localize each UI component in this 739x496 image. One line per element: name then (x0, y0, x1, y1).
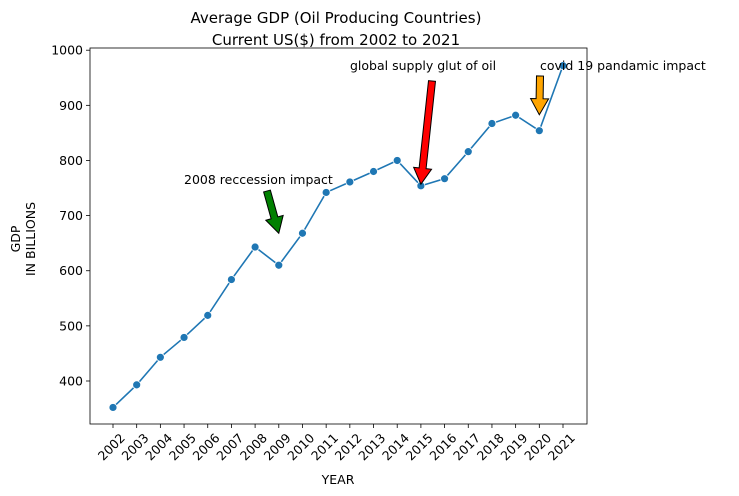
y-axis-label: GDP IN BILLIONS (8, 202, 38, 276)
y-axis-label-line2: IN BILLIONS (23, 202, 38, 276)
x-axis-label: YEAR (321, 472, 355, 487)
data-point (487, 119, 497, 128)
annotation-arrow (529, 75, 550, 116)
data-point (227, 275, 236, 284)
data-point (440, 174, 449, 184)
data-point (108, 403, 118, 412)
data-point (392, 156, 402, 165)
plot-frame (89, 47, 588, 425)
data-point (558, 61, 568, 71)
data-point (203, 310, 213, 320)
data-point (250, 242, 260, 252)
series-line (112, 65, 564, 409)
data-point (321, 188, 331, 197)
y-tick-label: 700 (59, 208, 83, 223)
data-point (345, 177, 355, 187)
data-point (463, 147, 473, 157)
x-tick-label: 2021 (545, 430, 578, 463)
data-point (155, 352, 165, 362)
chart-title-line2: Current US($) from 2002 to 2021 (212, 31, 460, 49)
plot-area (89, 47, 588, 425)
annotation-label: global supply glut of oil (350, 58, 496, 73)
series-layer (108, 61, 568, 412)
chart-title-line1: Average GDP (Oil Producing Countries) (191, 9, 482, 27)
data-point (369, 167, 378, 176)
y-tick-label: 500 (59, 318, 83, 333)
y-tick-label: 1000 (51, 43, 83, 58)
data-point (274, 260, 284, 270)
y-tick-label: 600 (59, 263, 83, 278)
annotation-arrow (263, 189, 284, 235)
data-point (298, 228, 307, 238)
annotation-layer: 2008 reccession impact global supply glut… (184, 58, 706, 235)
y-tick-label: 900 (59, 98, 83, 113)
data-point (132, 380, 142, 390)
x-axis: 2002200320042005200620072008200920102011… (95, 424, 578, 463)
annotation-arrow (412, 80, 437, 186)
y-axis: 400 500 600 700 800 900 1000 (51, 43, 90, 388)
annotation-label: 2008 reccession impact (184, 172, 333, 187)
data-point (179, 333, 189, 342)
y-axis-label-line1: GDP (8, 225, 23, 252)
y-tick-label: 800 (59, 153, 83, 168)
data-point (534, 126, 544, 136)
y-tick-label: 400 (59, 373, 83, 388)
annotation-label: covid 19 pandamic impact (540, 58, 706, 73)
data-point (511, 110, 521, 120)
